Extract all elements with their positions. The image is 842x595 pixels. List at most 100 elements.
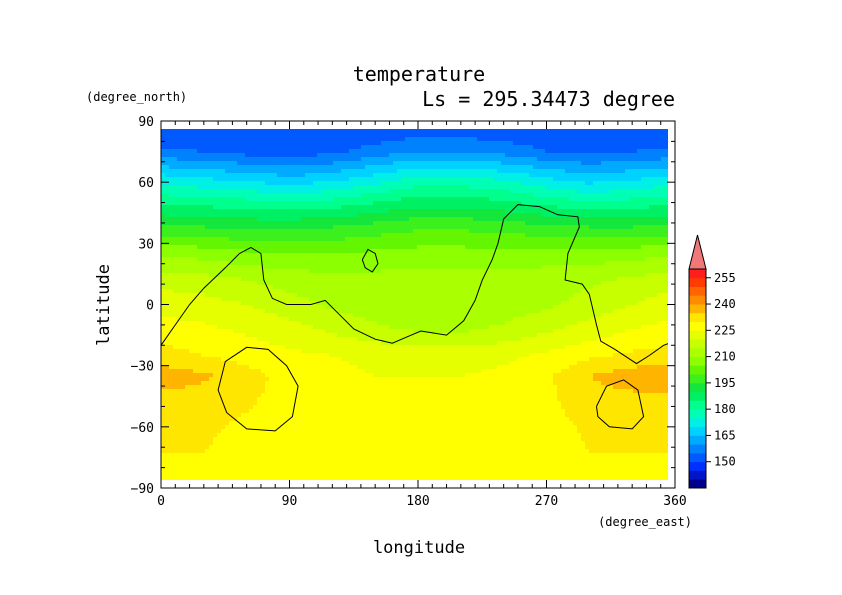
field-cell bbox=[461, 177, 466, 182]
field-cell bbox=[433, 189, 438, 194]
field-cell bbox=[269, 169, 274, 174]
field-cell bbox=[237, 193, 242, 198]
field-cell bbox=[649, 161, 654, 166]
field-cell bbox=[397, 237, 402, 242]
field-cell bbox=[625, 225, 630, 230]
field-cell bbox=[457, 133, 462, 138]
field-cell bbox=[381, 149, 386, 154]
field-cell bbox=[269, 137, 274, 142]
field-cell bbox=[441, 181, 446, 186]
field-cell bbox=[397, 137, 402, 142]
field-cell bbox=[421, 269, 426, 274]
field-cell bbox=[345, 273, 350, 278]
field-cell bbox=[477, 133, 482, 138]
field-cell bbox=[597, 273, 602, 278]
field-cell bbox=[205, 225, 210, 230]
field-cell bbox=[189, 153, 194, 158]
field-cell bbox=[485, 181, 490, 186]
field-cell bbox=[245, 205, 250, 210]
field-cell bbox=[469, 261, 474, 266]
field-cell bbox=[525, 193, 530, 198]
field-cell bbox=[625, 197, 630, 202]
field-cell bbox=[237, 133, 242, 138]
field-cell bbox=[257, 253, 262, 258]
field-cell bbox=[465, 181, 470, 186]
field-cell bbox=[229, 253, 234, 258]
field-cell bbox=[165, 285, 170, 290]
field-cell bbox=[457, 169, 462, 174]
field-cell bbox=[469, 181, 474, 186]
field-cell bbox=[465, 217, 470, 222]
field-cell bbox=[629, 233, 634, 238]
field-cell bbox=[477, 229, 482, 234]
field-cell bbox=[261, 177, 266, 182]
field-cell bbox=[221, 229, 226, 234]
field-cell bbox=[221, 129, 226, 134]
field-cell bbox=[565, 189, 570, 194]
field-cell bbox=[189, 129, 194, 134]
field-cell bbox=[525, 213, 530, 218]
field-cell bbox=[249, 197, 254, 202]
field-cell bbox=[665, 217, 668, 222]
field-cell bbox=[277, 265, 282, 270]
field-cell bbox=[445, 281, 450, 286]
field-cell bbox=[209, 169, 214, 174]
field-cell bbox=[589, 269, 594, 274]
field-cell bbox=[265, 201, 270, 206]
field-cell bbox=[349, 217, 354, 222]
field-cell bbox=[169, 269, 174, 274]
field-cell bbox=[313, 129, 318, 134]
field-cell bbox=[349, 153, 354, 158]
field-cell bbox=[629, 253, 634, 258]
field-cell bbox=[485, 209, 490, 214]
field-cell bbox=[257, 165, 262, 170]
field-cell bbox=[533, 237, 538, 242]
field-cell bbox=[361, 177, 366, 182]
field-cell bbox=[325, 229, 330, 234]
field-cell bbox=[253, 133, 258, 138]
field-cell bbox=[169, 213, 174, 218]
field-cell bbox=[369, 161, 374, 166]
field-cell bbox=[325, 273, 330, 278]
field-cell bbox=[253, 253, 258, 258]
field-cell bbox=[217, 173, 222, 178]
field-cell bbox=[357, 189, 362, 194]
field-cell bbox=[353, 161, 358, 166]
field-cell bbox=[273, 245, 278, 250]
field-cell bbox=[357, 177, 362, 182]
field-cell bbox=[649, 201, 654, 206]
field-cell bbox=[649, 217, 654, 222]
field-cell bbox=[357, 129, 362, 134]
field-cell bbox=[621, 185, 626, 190]
field-cell bbox=[609, 213, 614, 218]
field-cell bbox=[417, 157, 422, 162]
field-cell bbox=[641, 157, 646, 162]
field-cell bbox=[545, 249, 550, 254]
field-cell bbox=[233, 269, 238, 274]
field-cell bbox=[281, 185, 286, 190]
field-cell bbox=[433, 169, 438, 174]
field-cell bbox=[293, 209, 298, 214]
field-cell bbox=[481, 249, 486, 254]
field-cell bbox=[349, 149, 354, 154]
field-cell bbox=[181, 217, 186, 222]
field-cell bbox=[409, 269, 414, 274]
field-cell bbox=[381, 181, 386, 186]
field-cell bbox=[657, 129, 662, 134]
field-cell bbox=[613, 269, 618, 274]
field-cell bbox=[509, 229, 514, 234]
field-cell bbox=[329, 269, 334, 274]
field-cell bbox=[553, 141, 558, 146]
field-cell bbox=[577, 193, 582, 198]
field-cell bbox=[165, 153, 170, 158]
field-cell bbox=[181, 161, 186, 166]
field-cell bbox=[545, 201, 550, 206]
field-cell bbox=[509, 165, 514, 170]
field-cell bbox=[633, 141, 638, 146]
field-cell bbox=[325, 253, 330, 258]
field-cell bbox=[629, 229, 634, 234]
field-cell bbox=[449, 245, 454, 250]
field-cell bbox=[537, 209, 542, 214]
field-cell bbox=[285, 165, 290, 170]
field-cell bbox=[181, 281, 186, 286]
